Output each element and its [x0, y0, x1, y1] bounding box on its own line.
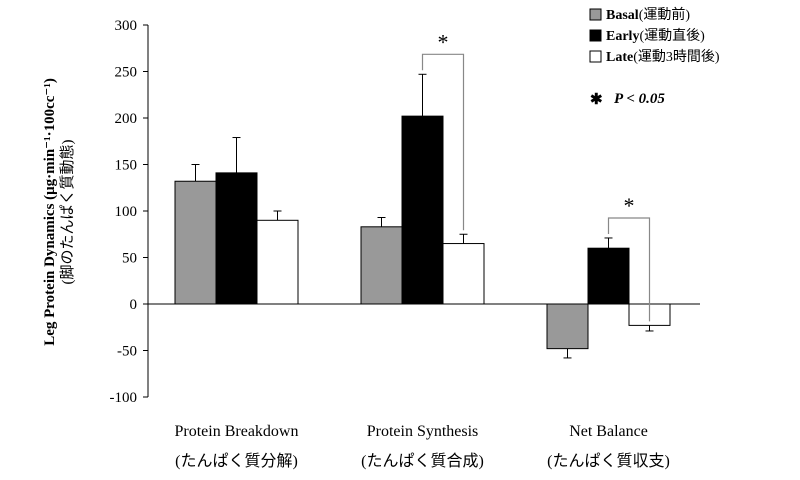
y-tick-label: 100	[115, 204, 138, 220]
significance-star-icon: ✱	[590, 92, 603, 108]
y-tick-label: 0	[130, 297, 138, 313]
category-label: Net Balance	[569, 423, 648, 440]
category-label: Protein Breakdown	[175, 423, 299, 440]
y-axis-label: Leg Protein Dynamics (μg·min⁻¹·100cc⁻¹)	[42, 78, 58, 346]
significance-note: P < 0.05	[614, 91, 665, 107]
bar-early	[587, 247, 630, 305]
bar-early	[215, 172, 258, 305]
y-tick-label: 250	[115, 65, 138, 81]
bar-basal	[546, 303, 589, 350]
category-label-japanese: (たんぱく質分解)	[175, 452, 298, 470]
significance-bracket	[607, 217, 651, 322]
bar-basal	[174, 180, 217, 305]
legend-swatch	[589, 29, 602, 42]
significance-asterisk: *	[624, 193, 635, 218]
y-axis-label-japanese: (脚のたんぱく質動態)	[58, 140, 76, 285]
y-tick-label: 300	[115, 18, 138, 34]
category-labels: Protein Breakdown (たんぱく質分解) Protein Synthe…	[175, 423, 670, 470]
y-tick-label: 200	[115, 111, 138, 127]
significance-asterisk: *	[438, 29, 449, 54]
y-tick-label: 150	[115, 158, 138, 174]
error-bars	[191, 73, 654, 359]
y-tick-label: -50	[117, 344, 137, 360]
legend: Basal(運動前) Early(運動直後) Late(運動3時間後) ✱ P < 0.…	[589, 6, 720, 108]
bar-basal	[360, 226, 403, 305]
bar-early	[401, 115, 444, 305]
significance-markers: **	[421, 29, 651, 322]
significance-bracket	[421, 53, 465, 231]
bar-late	[442, 243, 485, 305]
legend-label: Basal(運動前)	[606, 6, 690, 23]
legend-swatch	[589, 50, 602, 63]
category-label-japanese: (たんぱく質合成)	[361, 452, 484, 470]
category-label-japanese: (たんぱく質収支)	[547, 452, 670, 470]
bar-late	[256, 219, 299, 305]
y-tick-label: -100	[110, 390, 138, 406]
y-axis-title: Leg Protein Dynamics (μg·min⁻¹·100cc⁻¹) …	[42, 78, 76, 346]
legend-label: Early(運動直後)	[606, 27, 705, 44]
bars	[174, 115, 671, 350]
y-tick-label: 50	[122, 251, 137, 267]
legend-label: Late(運動3時間後)	[606, 49, 720, 65]
category-label: Protein Synthesis	[367, 423, 479, 440]
legend-swatch	[589, 8, 602, 21]
